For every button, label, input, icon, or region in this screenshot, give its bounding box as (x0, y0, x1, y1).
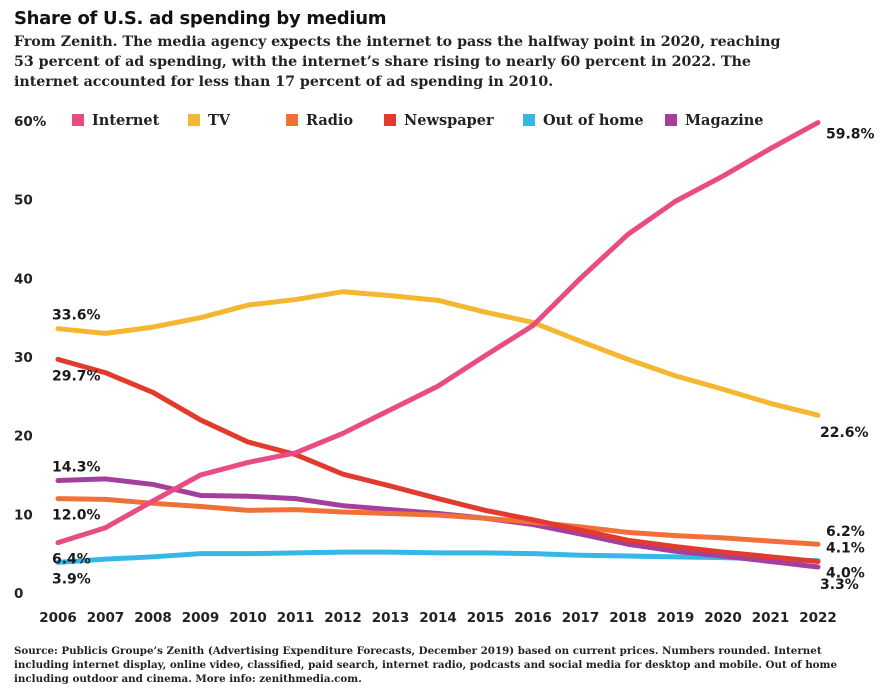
data-label: 3.9% (52, 571, 91, 587)
data-label: 3.3% (820, 577, 859, 593)
x-tick-label: 2016 (514, 610, 552, 626)
data-label: 6.2% (826, 524, 865, 540)
series-line-newspaper (55, 356, 821, 565)
legend-label-tv: TV (208, 111, 231, 129)
data-label: 14.3% (52, 460, 101, 476)
x-tick-label: 2010 (229, 610, 267, 626)
x-tick-label: 2017 (562, 610, 600, 626)
x-tick-label: 2012 (324, 610, 362, 626)
x-tick-label: 2014 (419, 610, 457, 626)
data-label: 29.7% (52, 368, 101, 384)
legend-label-newspaper: Newspaper (404, 111, 494, 129)
legend-label-internet: Internet (92, 111, 160, 129)
legend-swatch-newspaper (384, 114, 396, 126)
series-line-tv (55, 289, 821, 418)
y-tick-label: 30 (14, 350, 33, 366)
legend-swatch-out-of-home (523, 114, 535, 126)
data-label: 4.1% (826, 541, 865, 557)
legend-label-out-of-home: Out of home (543, 111, 644, 129)
source-note: Source: Publicis Groupe’s Zenith (Advert… (14, 645, 838, 685)
legend-swatch-internet (72, 114, 84, 126)
x-tick-label: 2007 (87, 610, 125, 626)
x-tick-label: 2020 (704, 610, 742, 626)
y-tick-label: 40 (14, 271, 33, 287)
legend-swatch-radio (286, 114, 298, 126)
series-line-out-of-home (55, 549, 821, 565)
chart-subtitle: From Zenith. The media agency expects th… (14, 34, 781, 90)
legend-label-magazine: Magazine (685, 111, 764, 129)
x-tick-label: 2015 (467, 610, 505, 626)
legend-item-out-of-home: Out of home (523, 110, 644, 130)
series-line-radio (55, 496, 821, 547)
chart-title: Share of U.S. ad spending by medium (14, 8, 387, 29)
series-line-internet (55, 120, 821, 546)
y-tick-label: 50 (14, 193, 33, 209)
legend-item-newspaper: Newspaper (384, 110, 494, 130)
legend-swatch-tv (188, 114, 200, 126)
y-tick-label: 20 (14, 429, 33, 445)
data-label: 33.6% (52, 308, 101, 324)
x-tick-label: 2006 (39, 610, 77, 626)
legend-swatch-magazine (665, 114, 677, 126)
legend-item-magazine: Magazine (665, 110, 764, 130)
data-label: 6.4% (52, 552, 91, 568)
y-tick-label: 10 (14, 507, 33, 523)
data-label: 22.6% (820, 425, 869, 441)
x-tick-label: 2019 (657, 610, 695, 626)
legend-label-radio: Radio (306, 111, 354, 129)
x-tick-label: 2008 (134, 610, 172, 626)
legend-item-internet: Internet (72, 110, 159, 130)
legend-item-radio: Radio (286, 110, 353, 130)
data-label: 4.0% (826, 566, 865, 582)
x-tick-label: 2022 (799, 610, 837, 626)
y-tick-label: 60% (14, 114, 47, 130)
y-tick-label: 0 (14, 586, 23, 602)
data-label: 59.8% (826, 127, 875, 143)
legend-item-tv: TV (188, 110, 230, 130)
data-label: 12.0% (52, 508, 101, 524)
x-tick-label: 2018 (609, 610, 647, 626)
x-tick-label: 2013 (372, 610, 410, 626)
x-tick-label: 2021 (752, 610, 790, 626)
x-tick-label: 2011 (277, 610, 315, 626)
x-tick-label: 2009 (182, 610, 220, 626)
